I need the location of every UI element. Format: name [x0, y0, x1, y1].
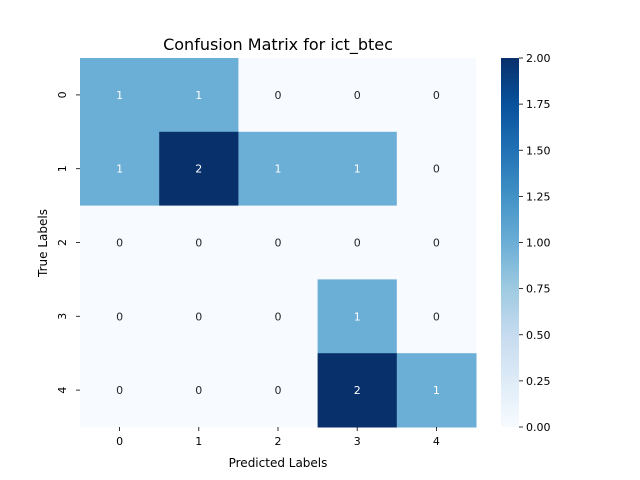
heatmap-cell-0-4: [396, 58, 477, 133]
colorbar-tick-label-3: 0.75: [526, 283, 551, 296]
heatmap-cell-4-0: [80, 353, 160, 428]
y-tick-label-2: 2: [56, 239, 69, 246]
y-axis-ticks: 0 1 2 3 4: [56, 91, 80, 394]
x-tick-label-3: 3: [354, 435, 361, 448]
heatmap-cell-0-0: [80, 58, 160, 133]
y-tick-label-4: 4: [56, 387, 69, 394]
colorbar-tick-label-1: 0.25: [526, 375, 551, 388]
cell-value-label-0-3: 0: [354, 89, 361, 102]
x-tick-label-0: 0: [116, 435, 123, 448]
colorbar-tick-label-8: 2.00: [526, 52, 551, 65]
heatmap-cell-4-4: [396, 353, 477, 428]
y-tick-label-3: 3: [56, 313, 69, 320]
colorbar-tick-label-4: 1.00: [526, 237, 551, 250]
x-axis-ticks: 0 1 2 3 4: [116, 427, 440, 448]
heatmap-cell-1-1: [159, 131, 239, 207]
heatmap-cell-1-0: [80, 131, 160, 207]
cell-value-label-1-3: 1: [354, 163, 361, 176]
cell-value-label-3-3: 1: [354, 310, 361, 323]
colorbar-tick-label-0: 0.00: [526, 421, 551, 434]
heatmap-cell-3-3: [317, 279, 398, 354]
cell-value-label-1-2: 1: [275, 163, 282, 176]
cell-value-label-4-0: 0: [116, 384, 123, 397]
heatmap-value-labels: 1 1 0 0 0 1 2 1 1 0 0 0 0 0 0 0 0 0 1 0 0 0 0 2 1: [116, 89, 440, 397]
cell-value-label-4-1: 0: [195, 384, 202, 397]
heatmap-cell-3-2: [238, 279, 319, 354]
colorbar-tick-label-2: 0.50: [526, 329, 551, 342]
cell-value-label-1-1: 2: [195, 163, 202, 176]
y-axis-label: True Labels: [36, 209, 50, 278]
heatmap-cell-0-2: [238, 58, 319, 133]
heatmap-cell-2-4: [396, 205, 477, 280]
heatmap-cell-0-3: [317, 58, 398, 133]
cell-value-label-1-0: 1: [116, 163, 123, 176]
colorbar-tick-label-5: 1.25: [526, 190, 551, 203]
heatmap-cell-3-4: [396, 279, 477, 354]
cell-value-label-0-4: 0: [433, 89, 440, 102]
cell-value-label-3-4: 0: [433, 310, 440, 323]
cell-value-label-3-1: 0: [195, 310, 202, 323]
heatmap-cell-2-2: [238, 205, 319, 280]
cell-value-label-0-2: 0: [275, 89, 282, 102]
cell-value-label-4-2: 0: [275, 384, 282, 397]
cell-value-label-3-0: 0: [116, 310, 123, 323]
chart-title: Confusion Matrix for ict_btec: [163, 35, 393, 55]
heatmap-cell-3-1: [159, 279, 239, 354]
heatmap-cell-4-2: [238, 353, 319, 428]
y-tick-label-1: 1: [56, 165, 69, 172]
cell-value-label-4-3: 2: [354, 384, 361, 397]
heatmap-cell-4-3: [317, 353, 398, 428]
colorbar-tick-label-7: 1.75: [526, 98, 551, 111]
cell-value-label-1-4: 0: [433, 163, 440, 176]
heatmap-cell-3-0: [80, 279, 160, 354]
colorbar-tick-label-6: 1.50: [526, 144, 551, 157]
heatmap-cell-1-3: [317, 131, 398, 207]
cell-value-label-0-1: 1: [195, 89, 202, 102]
colorbar-ticks: 0.00 0.25 0.50 0.75 1.00 1.25 1.50 1.75 2.00: [519, 52, 551, 434]
cell-value-label-2-0: 0: [116, 237, 123, 250]
colorbar: [501, 58, 519, 427]
heatmap-cell-1-4: [396, 131, 477, 207]
heatmap-cell-2-3: [317, 205, 398, 280]
heatmap-cell-0-1: [159, 58, 239, 133]
cell-value-label-2-4: 0: [433, 237, 440, 250]
cell-value-label-4-4: 1: [433, 384, 440, 397]
heatmap-cell-1-2: [238, 131, 319, 207]
heatmap-cell-2-1: [159, 205, 239, 280]
heatmap-cell-4-1: [159, 353, 239, 428]
heatmap-cell-2-0: [80, 205, 160, 280]
heatmap-cells: [80, 58, 477, 428]
x-tick-label-1: 1: [195, 435, 202, 448]
cell-value-label-2-1: 0: [195, 237, 202, 250]
cell-value-label-3-2: 0: [275, 310, 282, 323]
x-axis-label: Predicted Labels: [229, 456, 328, 470]
cell-value-label-2-2: 0: [275, 237, 282, 250]
y-tick-label-0: 0: [56, 91, 69, 98]
x-tick-label-4: 4: [433, 435, 440, 448]
cell-value-label-2-3: 0: [354, 237, 361, 250]
cell-value-label-0-0: 1: [116, 89, 123, 102]
x-tick-label-2: 2: [275, 435, 282, 448]
